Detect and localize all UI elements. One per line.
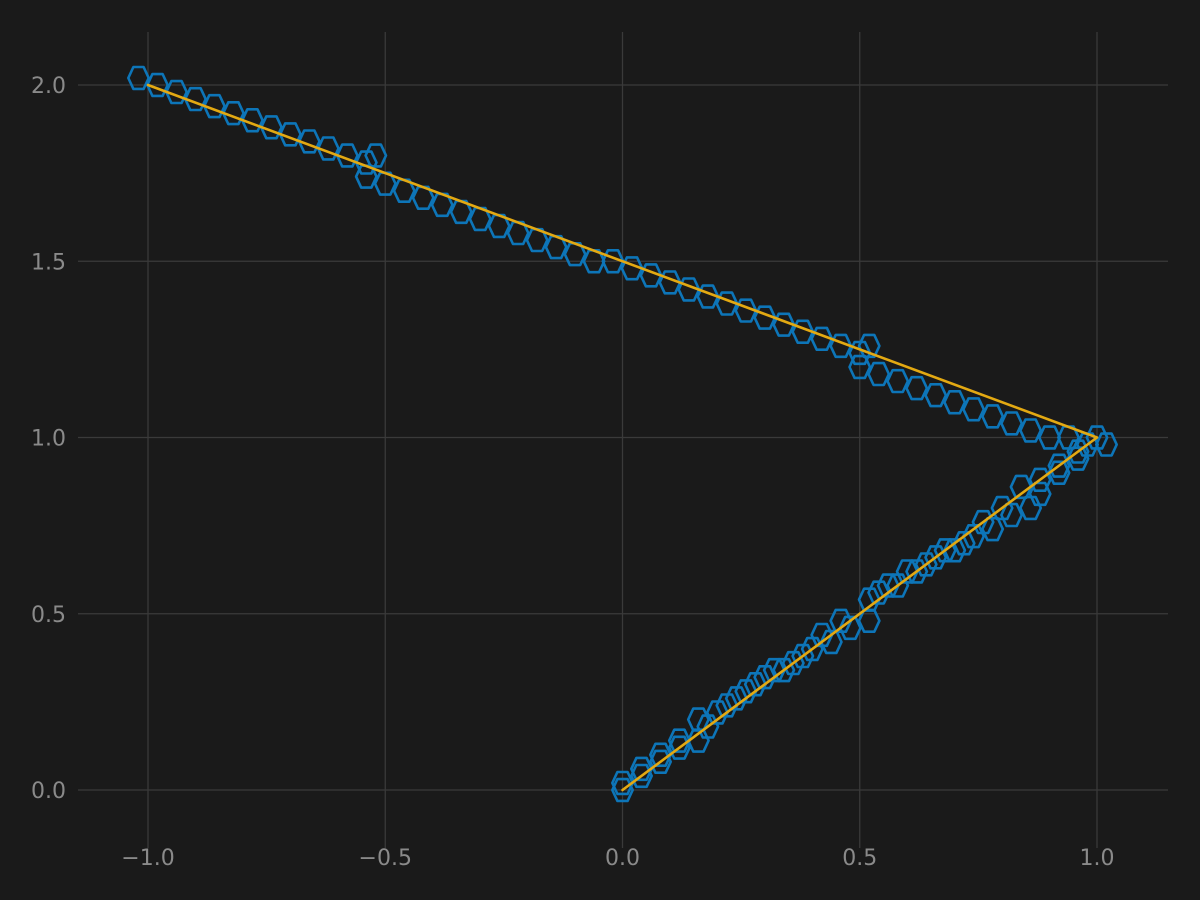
- x-tick-label: −0.5: [359, 846, 412, 871]
- hexbin-cell: [952, 530, 976, 556]
- hexbin-cell: [943, 389, 967, 415]
- hexbin-cell: [392, 178, 416, 203]
- x-tick-label: 0.0: [605, 846, 640, 871]
- hexbin-cell: [981, 404, 1005, 429]
- hexbin-cell: [1085, 425, 1109, 450]
- hexbin-cell: [838, 615, 862, 641]
- hexbin-cell: [278, 122, 302, 147]
- hexbin-cell: [1038, 425, 1062, 450]
- hexbin-cell: [430, 192, 454, 218]
- y-tick-label: 0.5: [31, 603, 66, 628]
- hexbin-cell: [1066, 446, 1090, 471]
- hexbin-cell: [629, 763, 654, 789]
- hexbin-cell: [525, 227, 549, 253]
- hexbin-cell: [354, 150, 378, 175]
- hexbin-cell: [990, 495, 1014, 521]
- hexbin-cell: [686, 728, 710, 753]
- hexbin-cell: [316, 136, 340, 161]
- hexbin-cell: [544, 234, 568, 260]
- hexbin-cell: [962, 397, 986, 422]
- x-tick-label: −1.0: [121, 846, 174, 871]
- hexbin-cell: [1000, 411, 1024, 436]
- hexbin-cell: [373, 171, 397, 196]
- hexbin-cell: [962, 523, 986, 549]
- hexbin-cell: [667, 735, 691, 760]
- hexbin-cell: [791, 643, 815, 669]
- hexbin-cell: [1019, 495, 1043, 521]
- hexbin-cell: [772, 657, 796, 683]
- hexbin-cell: [411, 185, 435, 210]
- hexbin-cell: [259, 115, 283, 140]
- y-tick-label: 0.0: [31, 779, 66, 804]
- hexbin-cell: [800, 636, 824, 662]
- hexbin-cell: [506, 220, 530, 246]
- hexbin-cell: [914, 552, 938, 577]
- y-tick-label: 2.0: [31, 74, 66, 99]
- hexbin-cell: [1066, 439, 1090, 464]
- hexbin-cell: [449, 199, 473, 225]
- hexbin-cell: [781, 650, 805, 676]
- trace-line: [146, 83, 1099, 792]
- hexbin-cell: [819, 629, 843, 655]
- hexbin-cell: [297, 129, 321, 154]
- hexbin-cell: [848, 354, 872, 380]
- hexbin-cell: [1019, 418, 1043, 443]
- hexbin-cell: [696, 714, 720, 739]
- y-tick-label: 1.5: [31, 250, 66, 275]
- y-tick-label: 1.0: [31, 427, 66, 452]
- hexbin-cell: [183, 86, 207, 112]
- hexbin-cell: [905, 375, 929, 401]
- hexbin-cell: [221, 101, 245, 126]
- hexbin-cell: [648, 749, 673, 775]
- hexbin-cell: [335, 143, 359, 168]
- hexbin-cell: [1057, 425, 1080, 450]
- hexbin-cell: [487, 213, 511, 239]
- x-tick-label: 0.5: [842, 846, 877, 871]
- hexbin-cell: [240, 108, 264, 133]
- hexbin-cell: [202, 93, 226, 119]
- hexbin-cell: [563, 242, 587, 267]
- hexbin-cell: [1095, 432, 1118, 457]
- hexbin-cell: [971, 509, 995, 535]
- hexbin-cell: [1047, 460, 1071, 486]
- hexbin-cell: [354, 164, 378, 189]
- hexbin-cell: [146, 72, 169, 98]
- hexbin-cell: [924, 545, 948, 570]
- hexbin-cell: [610, 777, 635, 803]
- hexbin-cell: [127, 65, 150, 91]
- hexbin-series: [127, 65, 1118, 803]
- hexbin-cell: [165, 79, 188, 105]
- hexbin-cell: [468, 206, 492, 232]
- line-series: [146, 83, 1099, 792]
- hexbin-cell: [867, 361, 891, 387]
- x-tick-label: 1.0: [1080, 846, 1115, 871]
- hexbin-cell: [933, 538, 957, 563]
- axis-tick-labels: −1.0 −0.5 0.0 0.5 1.0 0.0 0.5 1.0 1.5 2.0: [31, 74, 1115, 871]
- hexbin-cell: [1047, 453, 1071, 478]
- hexbin-cell: [924, 382, 948, 408]
- hexbin-cell: [1028, 467, 1052, 493]
- hexbin-cell: [886, 368, 910, 394]
